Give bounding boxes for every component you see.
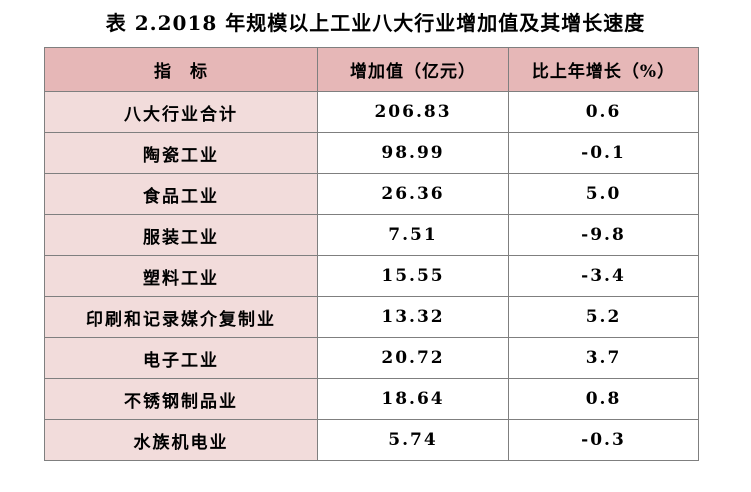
growth-rate-cell: -3.4 [508, 255, 699, 297]
value-added-cell: 13.32 [317, 296, 509, 338]
industry-name-cell: 电子工业 [44, 337, 318, 379]
growth-rate-cell: -0.1 [508, 132, 699, 174]
growth-rate-cell: -0.3 [508, 419, 699, 461]
table-row: 水族机电业 5.74 -0.3 [44, 419, 699, 461]
table-row: 印刷和记录媒介复制业 13.32 5.2 [44, 296, 699, 338]
value-added-cell: 15.55 [317, 255, 509, 297]
table-header-row: 指 标 增加值（亿元） 比上年增长（%） [44, 47, 699, 92]
value-added-cell: 18.64 [317, 378, 509, 420]
table-row: 不锈钢制品业 18.64 0.8 [44, 378, 699, 420]
industry-value-added-table: 指 标 增加值（亿元） 比上年增长（%） 八大行业合计 206.83 0.6 陶… [44, 47, 699, 461]
growth-rate-cell: 5.2 [508, 296, 699, 338]
industry-name-cell: 不锈钢制品业 [44, 378, 318, 420]
table-row: 服装工业 7.51 -9.8 [44, 214, 699, 256]
industry-name-cell: 八大行业合计 [44, 91, 318, 133]
value-added-cell: 206.83 [317, 91, 509, 133]
industry-name-cell: 服装工业 [44, 214, 318, 256]
growth-rate-cell: 0.8 [508, 378, 699, 420]
value-added-cell: 7.51 [317, 214, 509, 256]
table-row: 陶瓷工业 98.99 -0.1 [44, 132, 699, 174]
table-title: 表 2.2018 年规模以上工业八大行业增加值及其增长速度 [105, 11, 646, 35]
header-value-added: 增加值（亿元） [317, 47, 509, 92]
header-indicator: 指 标 [44, 47, 318, 92]
table-row: 塑料工业 15.55 -3.4 [44, 255, 699, 297]
industry-name-cell: 陶瓷工业 [44, 132, 318, 174]
industry-name-cell: 塑料工业 [44, 255, 318, 297]
value-added-cell: 26.36 [317, 173, 509, 215]
table-row: 电子工业 20.72 3.7 [44, 337, 699, 379]
industry-name-cell: 水族机电业 [44, 419, 318, 461]
industry-name-cell: 印刷和记录媒介复制业 [44, 296, 318, 338]
table-row: 食品工业 26.36 5.0 [44, 173, 699, 215]
growth-rate-cell: -9.8 [508, 214, 699, 256]
industry-name-cell: 食品工业 [44, 173, 318, 215]
growth-rate-cell: 5.0 [508, 173, 699, 215]
growth-rate-cell: 0.6 [508, 91, 699, 133]
value-added-cell: 20.72 [317, 337, 509, 379]
growth-rate-cell: 3.7 [508, 337, 699, 379]
header-growth-rate: 比上年增长（%） [508, 47, 699, 92]
value-added-cell: 5.74 [317, 419, 509, 461]
value-added-cell: 98.99 [317, 132, 509, 174]
table-row: 八大行业合计 206.83 0.6 [44, 91, 699, 133]
